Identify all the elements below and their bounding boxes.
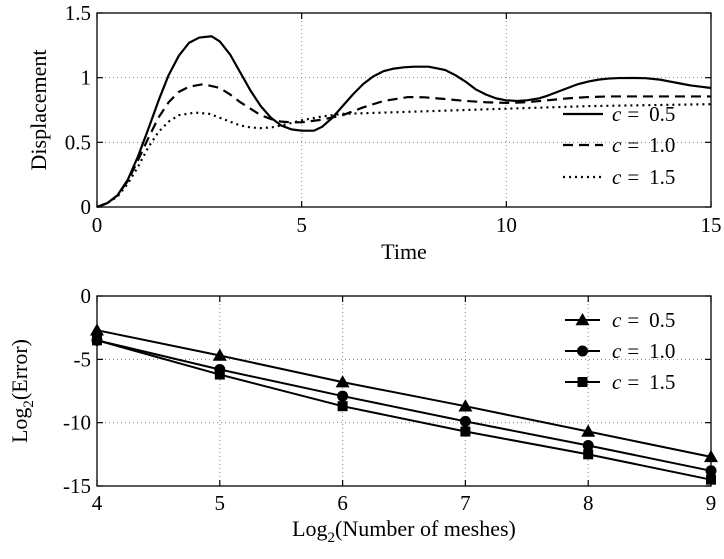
legend-var: c [612,339,622,363]
x-tick-label: 4 [92,491,103,515]
y-tick-label: -5 [74,347,92,371]
legend-val: 1.5 [649,165,675,189]
x-axis-label-log: Log [292,516,327,541]
legend-val: 1.5 [649,370,675,394]
legend-var: c [612,102,622,126]
legend-var: c [612,133,622,157]
circle-marker [582,439,594,451]
square-marker [337,401,348,412]
legend-triangle-marker [575,313,590,326]
x-axis-label-text: (Number of meshes) [335,516,516,541]
legend-label: c = 1.0 [612,339,675,363]
x-tick-label: 15 [701,213,722,237]
y-tick-label: 1 [81,66,92,90]
series-line-c-1-5 [96,339,712,481]
legend-circle-marker [577,345,588,357]
legend-label: c = 1.0 [612,133,675,157]
x-tick-label: 8 [583,491,594,515]
y-axis-label-subscript: 2 [21,400,37,408]
plot-frame [96,295,712,487]
legend-label: c = 1.5 [612,370,675,394]
legend-label: c = 0.5 [612,102,675,126]
series-line-c-1-5 [96,103,712,209]
y-tick-label: -15 [63,474,91,498]
legend-eq: = [627,308,639,332]
x-axis-label: Time [381,239,427,264]
legend-val: 1.0 [649,133,675,157]
legend-val: 0.5 [649,102,675,126]
series-line-c-1-0 [96,83,711,209]
y-tick-label: 0 [81,195,92,219]
y-axis-label: Displacement [26,50,51,171]
legend-label: c = 0.5 [612,308,675,332]
y-axis-label-text: (Error) [7,339,32,400]
legend-val: 1.0 [649,339,675,363]
legend-val: 0.5 [649,308,675,332]
x-tick-label: 6 [337,491,348,515]
y-tick-label: 0 [81,284,92,308]
x-tick-label: 9 [706,491,717,515]
triangle-marker [458,399,473,412]
legend-var: c [612,165,622,189]
triangle-marker [581,424,596,437]
square-marker [460,426,471,437]
x-axis-label: Log2(Number of meshes) [292,516,516,546]
legend-label: c = 1.5 [612,165,675,189]
series-line-c-0-5 [96,35,712,209]
x-tick-label: 10 [496,213,517,237]
x-tick-label: 0 [92,213,103,237]
y-tick-label: 1.5 [65,1,91,25]
series-line-c-1-0 [96,339,712,472]
legend-eq: = [627,102,639,126]
x-tick-label: 7 [460,491,471,515]
legend-var: c [612,308,622,332]
triangle-marker [335,375,350,388]
legend-eq: = [627,370,639,394]
circle-marker [337,390,349,402]
legend-eq: = [627,133,639,157]
y-tick-label: 0.5 [65,130,91,154]
legend-square-marker [577,377,588,387]
square-marker [214,369,225,380]
triangle-marker [212,348,227,361]
circle-marker [459,415,471,427]
y-axis-label-log: Log [7,408,32,443]
legend-var: c [612,370,622,394]
x-tick-label: 5 [296,213,307,237]
x-tick-label: 5 [215,491,226,515]
plot-frame [96,12,712,208]
square-marker [583,449,594,460]
y-tick-label: -10 [63,411,91,435]
legend-eq: = [627,339,639,363]
y-axis-label: Log2(Error) [7,339,37,443]
series-line-c-0-5 [96,329,712,458]
legend-eq: = [627,165,639,189]
x-axis-label-subscript: 2 [328,530,336,546]
